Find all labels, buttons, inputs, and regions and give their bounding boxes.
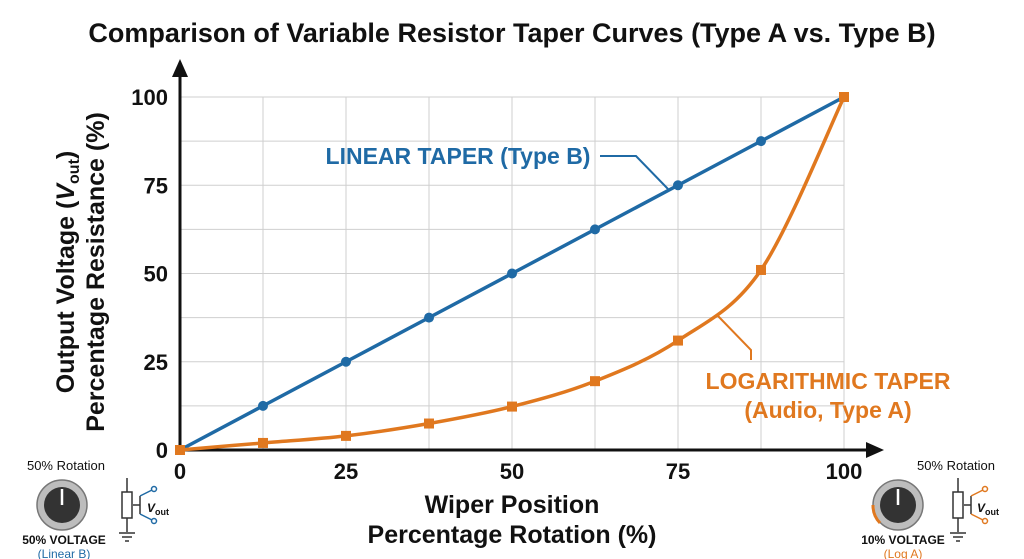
linear-data-point [341,356,351,367]
linear-data-point [507,268,517,279]
log-data-point [258,437,268,448]
log-data-point [507,401,517,412]
log-series-label-line2: (Audio, Type A) [744,397,911,423]
linear-leader-line [600,155,669,190]
right-knob-value: 10% VOLTAGE [861,533,945,547]
left-knob-value: 50% VOLTAGE [22,533,106,547]
x-axis-label-line1: Wiper Position [425,491,600,519]
x-tick-labels: 0 25 50 75 100 [174,459,862,484]
y-axis-label-line2: Percentage Resistance (%) [82,112,110,432]
right-knob-illustration: 50% Rotation 10% VOLTAGE (Log A) Vout [861,458,999,559]
x-axis-label-line2: Percentage Rotation (%) [368,521,657,549]
x-tick-label: 25 [334,459,358,484]
axes [172,59,884,458]
left-vout-label: Vout [147,501,169,517]
log-series-label-line1: LOGARITHMIC TAPER [706,368,951,394]
left-knob-illustration: 50% Rotation 50% VOLTAGE (Linear B) Vout [22,458,169,559]
log-annotation: LOGARITHMIC TAPER (Audio, Type A) [706,315,951,423]
x-tick-label: 75 [666,459,690,484]
linear-data-point [424,312,434,323]
linear-annotation: LINEAR TAPER (Type B) [326,143,669,190]
log-data-point [175,445,185,455]
y-axis-label-line1: Output Voltage (Vout) [52,151,83,393]
log-data-point [424,418,434,429]
linear-data-point [590,224,600,235]
linear-data-point [673,180,683,191]
grid [179,96,845,451]
x-tick-label: 100 [826,459,863,484]
y-tick-label: 25 [144,350,168,375]
log-data-point [839,92,849,102]
left-knob-sub: (Linear B) [38,547,91,559]
y-tick-label: 75 [144,173,168,198]
log-data-point [590,376,600,387]
left-knob-caption: 50% Rotation [27,458,105,473]
linear-series-label: LINEAR TAPER (Type B) [326,143,591,169]
x-tick-label: 0 [174,459,186,484]
x-axis-arrow [866,442,884,458]
y-tick-label: 50 [144,262,168,287]
y-tick-label: 0 [156,438,168,463]
y-axis-arrow [172,59,188,77]
log-leader-line [717,315,752,360]
y-tick-labels: 0 25 50 75 100 [131,85,168,463]
linear-data-point [258,400,268,411]
linear-data-point [756,136,766,147]
left-potentiometer-icon [119,478,158,542]
series-group [175,92,849,455]
x-tick-label: 50 [500,459,524,484]
right-knob-sub: (Log A) [884,547,923,559]
chart-title: Comparison of Variable Resistor Taper Cu… [88,18,935,48]
y-axis-label: Output Voltage (Vout) Percentage Resista… [52,112,110,432]
y-tick-label: 100 [131,85,168,110]
log-data-point [673,335,683,346]
log-data-point [341,430,351,441]
right-potentiometer-icon [950,478,989,542]
right-vout-label: Vout [977,501,999,517]
right-knob-caption: 50% Rotation [917,458,995,473]
right-knob-arc [871,504,882,525]
log-data-point [756,264,766,275]
